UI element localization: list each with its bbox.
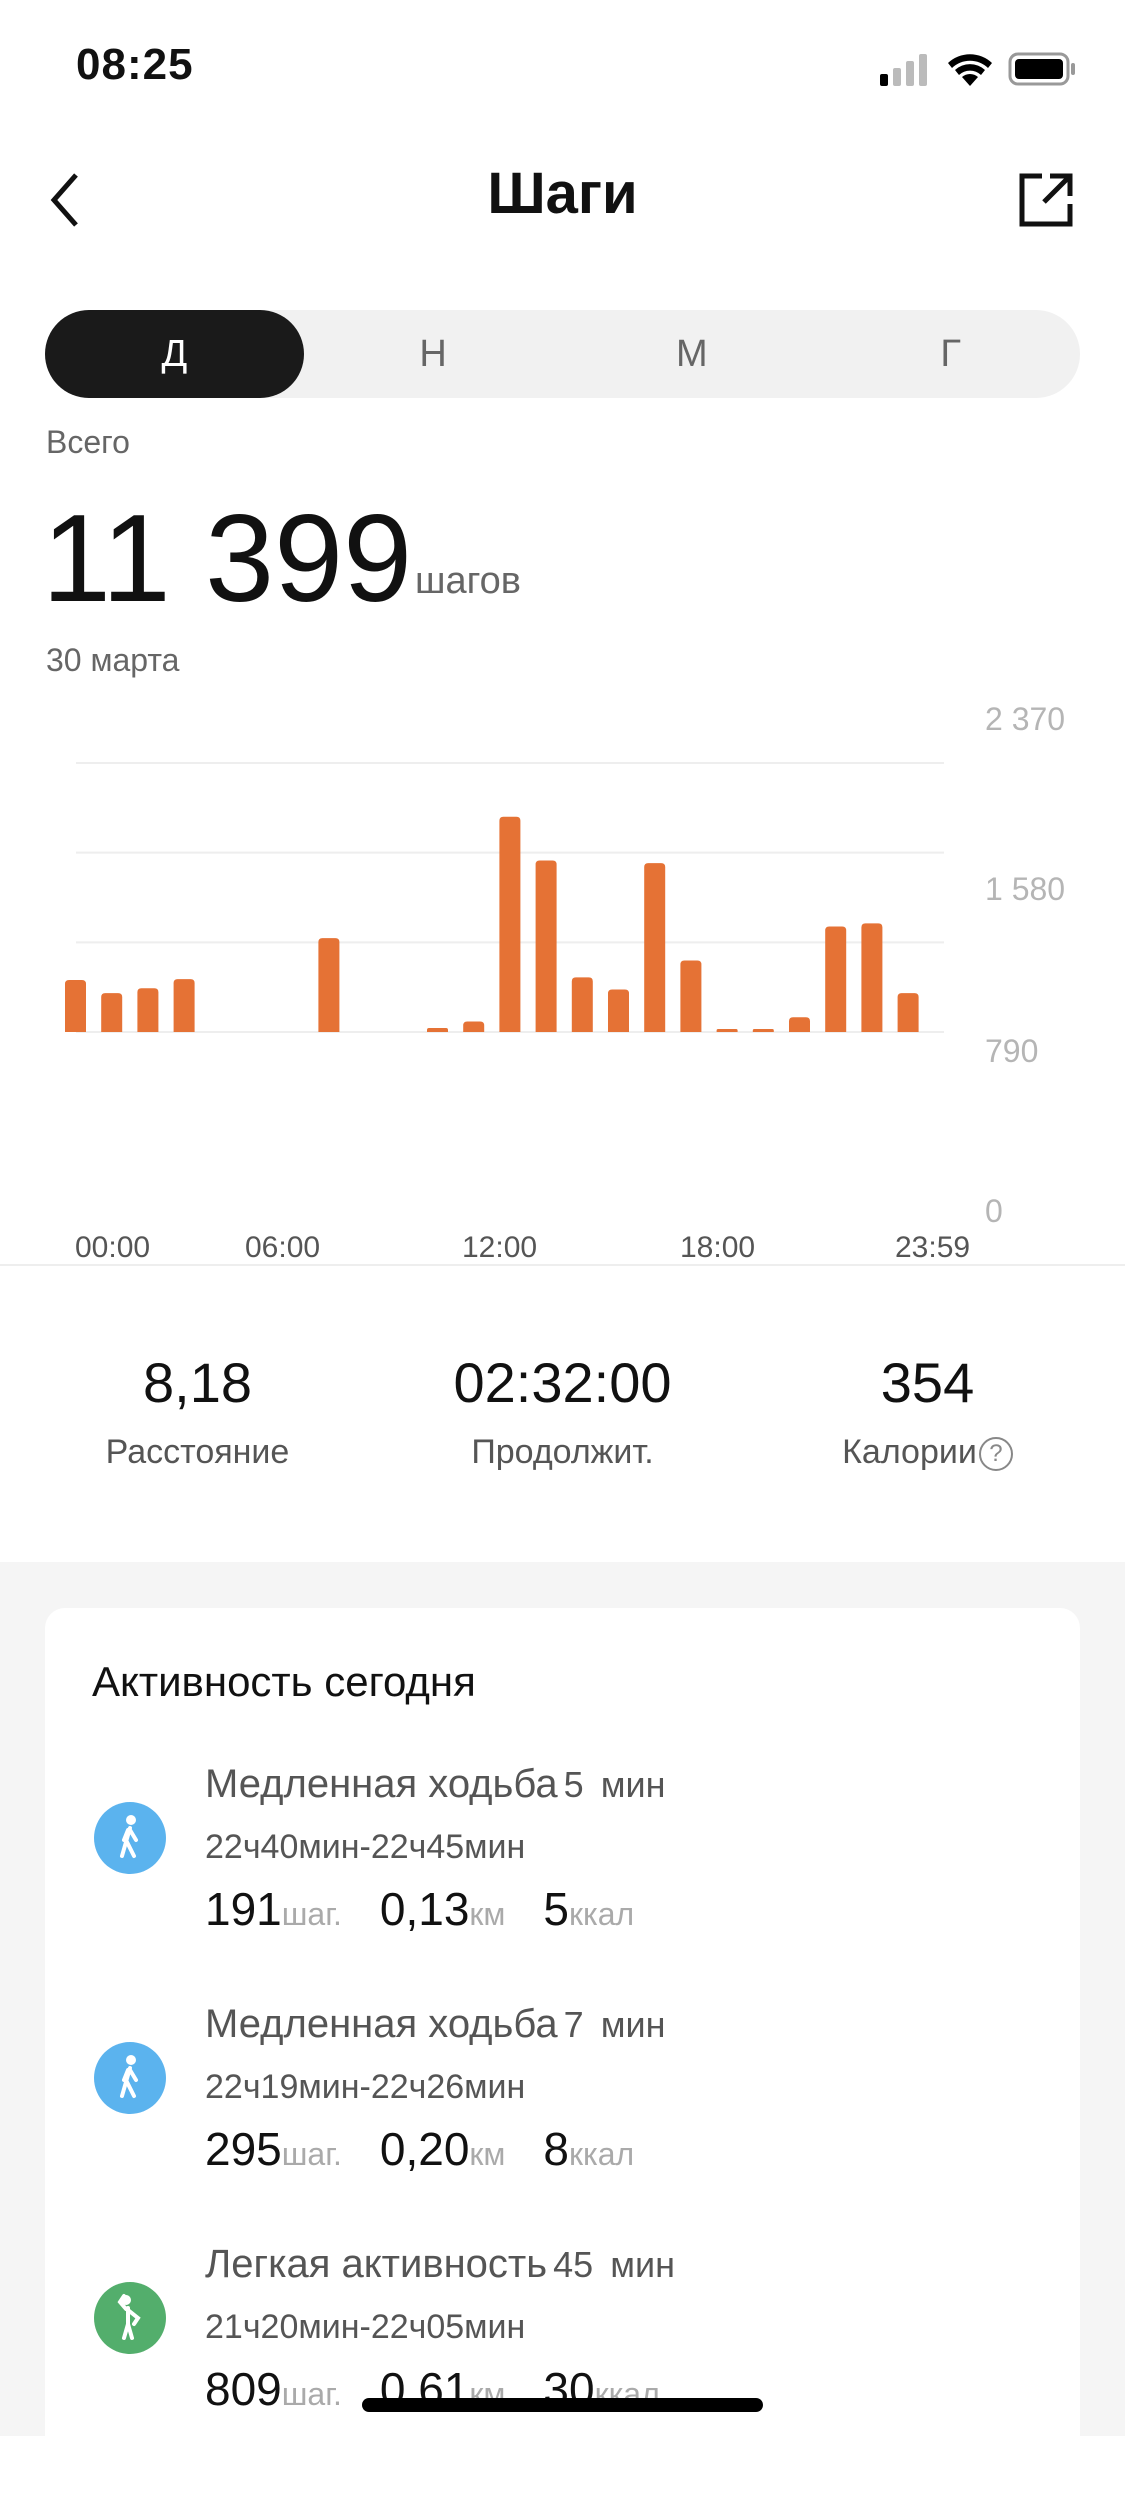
steps-unit: шаг. (281, 2136, 342, 2172)
walking-icon (94, 1802, 166, 1874)
x-tick-label: 00:00 (75, 1231, 150, 1260)
bar-hour-16[interactable] (644, 863, 666, 1032)
bar-hour-1[interactable] (101, 993, 123, 1032)
stat-label: Продолжит. (471, 1433, 654, 1471)
activity-duration: 7 (563, 2004, 584, 2045)
distance-unit: км (469, 1896, 506, 1932)
distance-unit: км (469, 2136, 506, 2172)
y-tick-label: 1 580 (985, 871, 1065, 907)
activity-type: Медленная ходьба (205, 1762, 558, 1806)
activity-steps: 295 (205, 2123, 282, 2175)
cellular-signal-icon (880, 54, 927, 86)
stat-distance: 8,18 Расстояние (10, 1350, 385, 1472)
steps-unit: шаг. (281, 2376, 342, 2412)
activity-item[interactable]: Легкая активность 45 мин 21ч20мин-22ч05ми… (0, 2242, 1125, 2482)
activity-duration-unit: мин (600, 1764, 666, 1805)
activity-type: Медленная ходьба (205, 2002, 558, 2046)
stat-duration: 02:32:00 Продолжит. (375, 1350, 750, 1472)
calories-unit: ккал (569, 2136, 635, 2172)
bar-hour-14[interactable] (571, 977, 593, 1032)
export-icon[interactable] (1018, 172, 1074, 228)
back-chevron-left-icon[interactable] (44, 170, 84, 230)
x-tick-label: 18:00 (680, 1231, 755, 1260)
status-icons (880, 52, 1075, 86)
activity-steps: 191 (205, 1883, 282, 1935)
light-activity-icon (94, 2282, 166, 2354)
y-tick-label: 2 370 (985, 701, 1065, 737)
bar-hour-13[interactable] (535, 860, 557, 1032)
bar-hour-2[interactable] (137, 988, 159, 1032)
stat-label: Калории (842, 1433, 977, 1471)
y-tick-label: 0 (985, 1193, 1003, 1229)
bar-hour-22[interactable] (861, 923, 883, 1032)
activity-duration-unit: мин (610, 2244, 676, 2285)
bar-hour-20[interactable] (789, 1017, 810, 1032)
period-segmented-control: Д Н М Г (45, 310, 1080, 398)
bar-hour-19[interactable] (752, 1029, 774, 1032)
tab-year[interactable]: Г (940, 332, 961, 375)
activity-distance: 0,13 (379, 1883, 470, 1935)
activity-item[interactable]: Медленная ходьба 7 мин 22ч19мин-22ч26мин … (0, 2002, 1125, 2242)
activity-steps: 809 (205, 2363, 282, 2415)
steps-unit: шаг. (281, 1896, 342, 1932)
wifi-icon (948, 54, 992, 86)
stat-label: Расстояние (105, 1433, 290, 1471)
total-label: Всего (46, 424, 130, 460)
bar-hour-23[interactable] (897, 993, 919, 1032)
y-tick-label: 790 (985, 1033, 1038, 1069)
activity-item[interactable]: Медленная ходьба 5 мин 22ч40мин-22ч45мин … (0, 1762, 1125, 2002)
home-indicator[interactable] (362, 2398, 763, 2412)
tab-day[interactable]: Д (45, 310, 304, 398)
stat-value: 02:32:00 (453, 1351, 672, 1414)
walking-icon (94, 2042, 166, 2114)
bar-hour-7[interactable] (318, 938, 340, 1032)
activity-distance: 0,20 (379, 2123, 470, 2175)
date-label: 30 марта (46, 642, 180, 678)
activity-time-range: 21ч20мин-22ч05мин (205, 2308, 526, 2346)
question-circle-icon[interactable]: ? (978, 1437, 1013, 1472)
bar-hour-3[interactable] (173, 979, 195, 1032)
calories-unit: ккал (569, 1896, 635, 1932)
bar-hour-10[interactable] (427, 1028, 448, 1032)
activity-card (45, 1608, 1080, 2508)
tab-week[interactable]: Н (419, 332, 447, 375)
battery-icon (1008, 52, 1075, 86)
bar-hour-21[interactable] (825, 926, 847, 1032)
x-tick-label: 12:00 (462, 1231, 537, 1260)
page-title: Шаги (487, 161, 638, 226)
activity-duration: 45 (553, 2244, 594, 2285)
activity-time-range: 22ч19мин-22ч26мин (205, 2068, 526, 2106)
steps-unit: шагов (415, 560, 521, 602)
steps-bar-chart: 2 370 1 580 790 0 00:00 06:00 12:00 18:0… (65, 701, 1065, 1260)
x-tick-label: 23:59 (895, 1231, 970, 1260)
activity-type: Легкая активность (205, 2242, 548, 2286)
activity-time-range: 22ч40мин-22ч45мин (205, 1828, 526, 1866)
stat-value: 354 (880, 1351, 975, 1414)
bar-hour-11[interactable] (463, 1021, 485, 1032)
total-steps-value: 11 399 (42, 490, 413, 628)
tab-month[interactable]: М (676, 332, 708, 375)
x-tick-label: 06:00 (245, 1231, 320, 1260)
activity-duration-unit: мин (600, 2004, 666, 2045)
stat-calories: 354 Калории? (740, 1350, 1115, 1472)
bar-hour-15[interactable] (608, 989, 629, 1032)
activity-card-title: Активность сегодня (92, 1658, 476, 1705)
bar-hour-0[interactable] (65, 980, 86, 1032)
bar-hour-17[interactable] (680, 960, 702, 1032)
status-time: 08:25 (76, 40, 194, 89)
divider (0, 1264, 1125, 1266)
stat-value: 8,18 (143, 1351, 252, 1414)
bar-hour-18[interactable] (716, 1029, 738, 1032)
activity-calories: 8 (543, 2123, 569, 2175)
bar-hour-12[interactable] (499, 816, 521, 1032)
activity-calories: 5 (543, 1883, 569, 1935)
activity-duration: 5 (563, 1764, 584, 1805)
